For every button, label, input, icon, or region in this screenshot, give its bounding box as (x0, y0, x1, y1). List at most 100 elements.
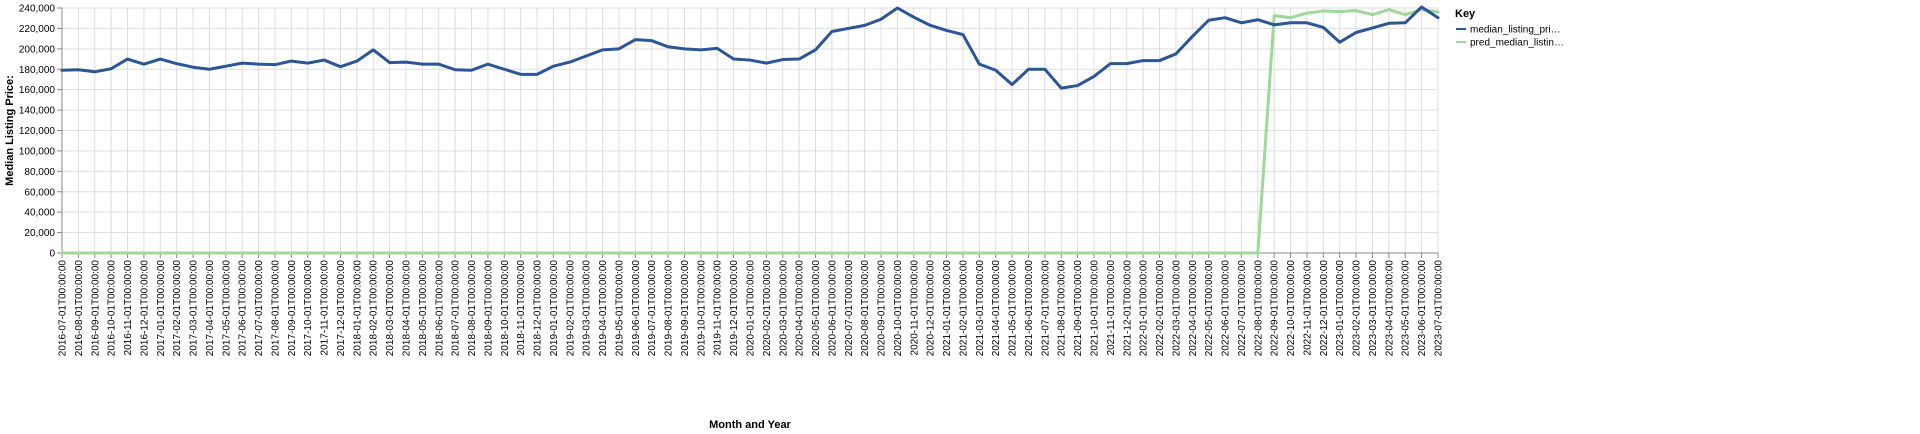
x-tick-label: 2018-10-01T00:00:00 (500, 260, 511, 357)
x-tick-label: 2021-09-01T00:00:00 (1073, 260, 1084, 357)
x-tick-label: 2023-07-01T00:00:00 (1434, 260, 1445, 357)
x-tick-label: 2022-10-01T00:00:00 (1286, 260, 1297, 357)
y-tick-label: 120,000 (19, 126, 56, 137)
x-tick-label: 2023-01-01T00:00:00 (1335, 260, 1346, 357)
x-tick-label: 2022-12-01T00:00:00 (1319, 260, 1330, 357)
x-tick-label: 2019-11-01T00:00:00 (713, 260, 724, 356)
x-tick-label: 2019-03-01T00:00:00 (582, 260, 593, 357)
x-tick-label: 2019-10-01T00:00:00 (696, 260, 707, 357)
y-tick-label: 160,000 (19, 85, 56, 96)
x-tick-label: 2021-10-01T00:00:00 (1090, 260, 1101, 357)
x-tick-label: 2019-05-01T00:00:00 (614, 260, 625, 357)
x-tick-label: 2023-04-01T00:00:00 (1384, 260, 1395, 357)
x-tick-label: 2019-08-01T00:00:00 (664, 260, 675, 357)
y-tick-label: 140,000 (19, 106, 56, 117)
x-tick-label: 2016-08-01T00:00:00 (74, 260, 85, 357)
x-tick-label: 2020-11-01T00:00:00 (909, 260, 920, 356)
plot-area (60, 5, 1440, 255)
y-axis: 0 20,000 40,000 60,000 80,000 100,000 120,000 1… (19, 4, 63, 260)
x-tick-label: 2021-04-01T00:00:00 (991, 260, 1002, 357)
x-tick-label: 2018-11-01T00:00:00 (516, 260, 527, 356)
x-tick-label: 2020-04-01T00:00:00 (795, 260, 806, 357)
x-tick-label: 2016-12-01T00:00:00 (139, 260, 150, 357)
x-tick-label: 2020-05-01T00:00:00 (811, 260, 822, 357)
x-tick-label: 2022-09-01T00:00:00 (1270, 260, 1281, 357)
x-tick-label: 2019-09-01T00:00:00 (680, 260, 691, 357)
y-axis-title: Median Listing Price: (4, 75, 16, 186)
series-line-median-listing-price (60, 5, 1440, 90)
x-tick-label: 2017-03-01T00:00:00 (189, 260, 200, 357)
x-tick-label: 2022-04-01T00:00:00 (1188, 260, 1199, 357)
x-axis-title: Month and Year (709, 419, 791, 431)
x-tick-label: 2017-01-01T00:00:00 (156, 260, 167, 357)
y-tick-label: 0 (49, 249, 55, 260)
x-tick-label: 2020-06-01T00:00:00 (827, 260, 838, 357)
x-tick-label: 2017-05-01T00:00:00 (221, 260, 232, 357)
x-tick-label: 2020-03-01T00:00:00 (778, 260, 789, 357)
x-tick-label: 2020-07-01T00:00:00 (844, 260, 855, 357)
x-tick-label: 2020-10-01T00:00:00 (893, 260, 904, 357)
x-tick-label: 2022-07-01T00:00:00 (1237, 260, 1248, 357)
x-tick-label: 2019-04-01T00:00:00 (598, 260, 609, 357)
y-tick-label: 20,000 (24, 228, 55, 239)
x-tick-label: 2021-07-01T00:00:00 (1040, 260, 1051, 357)
x-tick-label: 2020-01-01T00:00:00 (746, 260, 757, 357)
legend-title: Key (1455, 8, 1476, 20)
x-tick-label: 2022-11-01T00:00:00 (1302, 260, 1313, 356)
x-tick-label: 2020-09-01T00:00:00 (877, 260, 888, 357)
x-tick-label: 2022-08-01T00:00:00 (1253, 260, 1264, 357)
x-tick-label: 2018-06-01T00:00:00 (434, 260, 445, 357)
x-tick-label: 2021-12-01T00:00:00 (1122, 260, 1133, 357)
x-tick-label: 2019-01-01T00:00:00 (549, 260, 560, 357)
x-tick-label: 2023-06-01T00:00:00 (1417, 260, 1428, 357)
x-tick-label: 2018-04-01T00:00:00 (402, 260, 413, 357)
x-tick-label: 2018-12-01T00:00:00 (533, 260, 544, 357)
x-tick-label: 2017-10-01T00:00:00 (303, 260, 314, 357)
x-tick-label: 2018-05-01T00:00:00 (418, 260, 429, 357)
y-tick-label: 180,000 (19, 65, 56, 76)
x-tick-label: 2017-12-01T00:00:00 (336, 260, 347, 357)
x-tick-label: 2019-12-01T00:00:00 (729, 260, 740, 357)
x-tick-label: 2022-06-01T00:00:00 (1221, 260, 1232, 357)
x-tick-label: 2022-02-01T00:00:00 (1155, 260, 1166, 357)
x-tick-label: 2018-02-01T00:00:00 (369, 260, 380, 357)
x-tick-label: 2023-03-01T00:00:00 (1368, 260, 1379, 357)
y-tick-label: 80,000 (24, 167, 55, 178)
x-tick-label: 2017-04-01T00:00:00 (205, 260, 216, 357)
y-tick-label: 100,000 (19, 146, 56, 157)
x-tick-label: 2021-01-01T00:00:00 (942, 260, 953, 357)
x-tick-label: 2019-07-01T00:00:00 (647, 260, 658, 357)
x-tick-label: 2016-11-01T00:00:00 (123, 260, 134, 356)
x-tick-label: 2017-09-01T00:00:00 (287, 260, 298, 357)
x-tick-label: 2018-03-01T00:00:00 (385, 260, 396, 357)
x-tick-label: 2023-02-01T00:00:00 (1352, 260, 1363, 357)
x-tick-label: 2018-08-01T00:00:00 (467, 260, 478, 357)
x-tick-label: 2018-01-01T00:00:00 (352, 260, 363, 357)
x-tick-label: 2017-07-01T00:00:00 (254, 260, 265, 357)
x-tick-label: 2017-02-01T00:00:00 (172, 260, 183, 357)
x-axis: 2016-07-01T00:00:00 2016-08-01T00:00:00 20… (58, 252, 1445, 357)
x-tick-label: 2018-07-01T00:00:00 (451, 260, 462, 357)
gridlines (61, 7, 1439, 254)
x-tick-label: 2021-02-01T00:00:00 (958, 260, 969, 357)
x-tick-label: 2022-01-01T00:00:00 (1139, 260, 1150, 357)
x-tick-label: 2021-03-01T00:00:00 (975, 260, 986, 357)
y-tick-label: 240,000 (19, 4, 56, 15)
x-tick-label: 2021-08-01T00:00:00 (1057, 260, 1068, 357)
x-tick-label: 2019-02-01T00:00:00 (565, 260, 576, 357)
legend: Key median_listing_pri… pred_median_listi… (1455, 8, 1564, 49)
y-tick-label: 60,000 (24, 187, 55, 198)
x-tick-label: 2016-07-01T00:00:00 (58, 260, 69, 357)
x-tick-label: 2017-06-01T00:00:00 (238, 260, 249, 357)
y-tick-label: 200,000 (19, 44, 56, 55)
legend-label: median_listing_pri… (1470, 25, 1561, 36)
x-tick-label: 2020-02-01T00:00:00 (762, 260, 773, 357)
x-tick-label: 2022-03-01T00:00:00 (1171, 260, 1182, 357)
x-tick-label: 2016-09-01T00:00:00 (90, 260, 101, 357)
x-tick-label: 2016-10-01T00:00:00 (107, 260, 118, 357)
x-tick-label: 2021-11-01T00:00:00 (1106, 260, 1117, 356)
x-tick-label: 2020-08-01T00:00:00 (860, 260, 871, 357)
y-tick-label: 220,000 (19, 24, 56, 35)
x-tick-label: 2019-06-01T00:00:00 (631, 260, 642, 357)
